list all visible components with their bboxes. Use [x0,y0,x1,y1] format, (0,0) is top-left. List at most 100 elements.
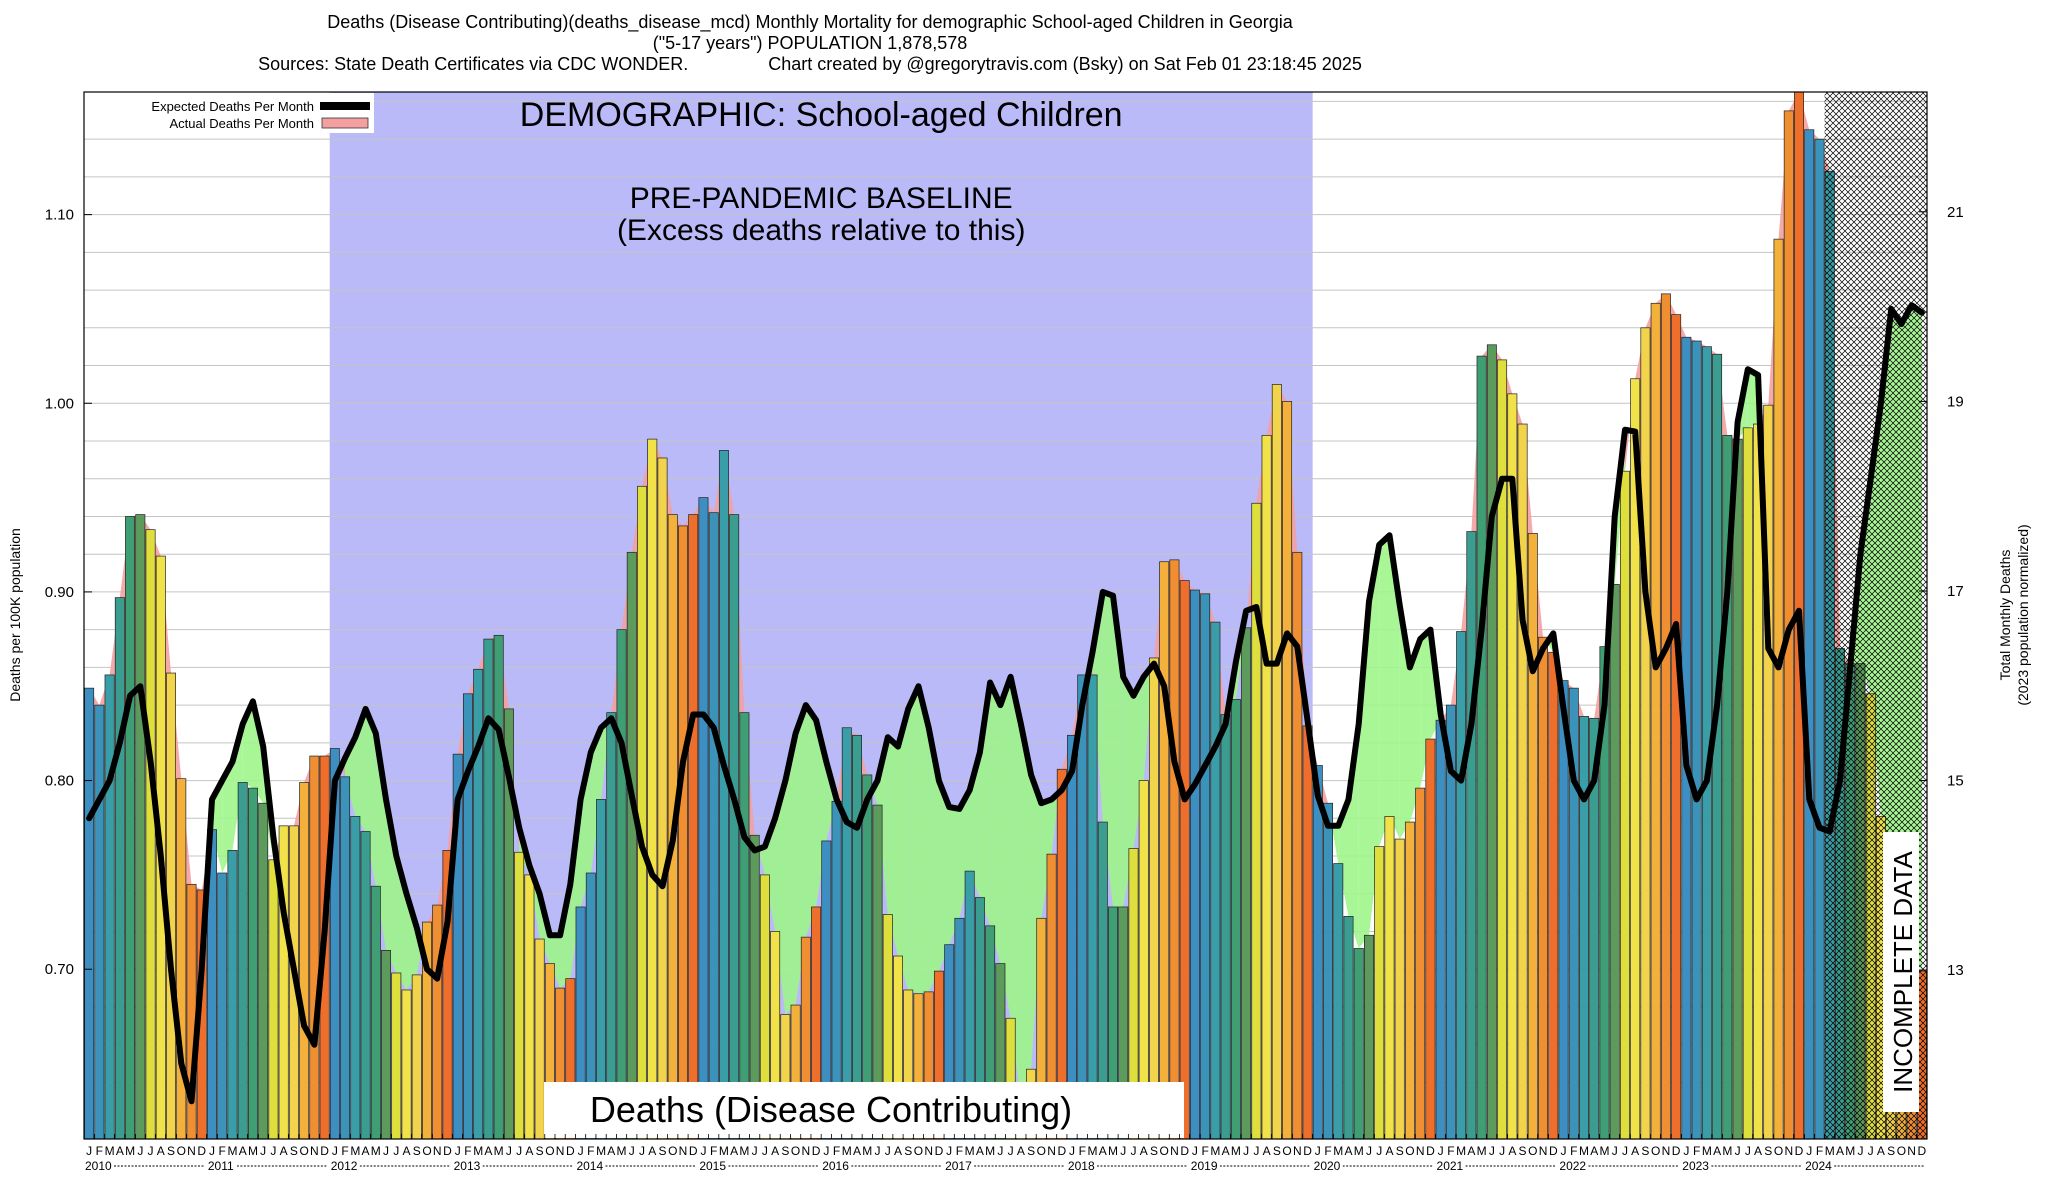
month-tick-label: M [1477,1144,1487,1158]
bar [1660,293,1671,1139]
month-tick-label: J [885,1144,891,1158]
year-label: 2011 [208,1159,234,1173]
expected-line [86,302,1925,1105]
bar [882,914,893,1139]
month-tick-label: J [629,1144,635,1158]
month-tick-label: J [762,1144,768,1158]
year-label: 2022 [1559,1159,1586,1173]
month-tick-label: M [985,1144,995,1158]
bar [483,638,494,1139]
bar [923,991,934,1139]
month-tick-label: A [484,1144,492,1158]
bar [1374,846,1385,1139]
bar [1148,657,1159,1139]
month-tick-label: S [781,1144,789,1158]
month-tick-label: O [1405,1144,1414,1158]
deficit-area [222,761,233,874]
demographic-label: DEMOGRAPHIC: School-aged Children [520,96,1123,134]
month-tick-label: M [1579,1144,1589,1158]
bar [145,529,156,1139]
bar [309,755,320,1139]
deficit-area [590,727,602,874]
deficit-area [1389,535,1400,840]
bar [422,921,432,1139]
month-tick-label: J [148,1144,154,1158]
month-tick-label: D [1180,1144,1189,1158]
month-tick-label: J [1243,1144,1249,1158]
month-tick-label: S [290,1144,298,1158]
bar [678,525,688,1139]
month-tick-label: F [1324,1144,1331,1158]
month-tick-label: M [350,1144,360,1158]
month-tick-label: M [1108,1144,1118,1158]
bar [176,778,187,1139]
month-tick-label: J [1499,1144,1505,1158]
bar [1456,631,1467,1139]
year-label-bg [1066,1159,1097,1173]
baseline-label-line-1: PRE-PANDEMIC BASELINE [630,182,1013,215]
month-tick-label: O [1160,1144,1169,1158]
month-tick-label: A [976,1144,984,1158]
deficit-area [938,780,950,972]
bar [759,874,770,1139]
deficit-area [949,806,960,945]
month-tick-label: D [566,1144,575,1158]
month-tick-label: M [125,1144,135,1158]
month-tick-label: J [516,1144,522,1158]
month-tick-label: A [1877,1144,1885,1158]
year-label-bg [575,1159,606,1173]
month-tick-label: M [1702,1144,1712,1158]
month-tick-label: M [1333,1144,1343,1158]
bar [340,776,351,1139]
month-tick-label: O [668,1144,677,1158]
bar [1343,916,1354,1139]
deficit-area [1338,799,1349,917]
y2-axis-label-line-2: (2023 population normalized) [2015,524,2031,705]
month-tick-label: F [1079,1144,1086,1158]
legend-actual-swatch [321,117,369,129]
month-tick-label: J [639,1144,645,1158]
bar [432,904,443,1139]
bar [1763,404,1774,1139]
deficit-area [549,935,561,989]
month-tick-label: O [1282,1144,1291,1158]
month-tick-label: J [700,1144,706,1158]
deficit-area [816,720,827,907]
deficit-area [805,705,817,938]
month-tick-label: A [1344,1144,1352,1158]
bar [1333,863,1344,1139]
bar [1599,646,1610,1139]
month-tick-label: A [1508,1144,1516,1158]
deficit-area [785,733,796,1015]
bar [1435,719,1446,1139]
year-label: 2024 [1805,1159,1832,1173]
bar [227,850,238,1139]
deficit-area [1031,774,1042,1070]
bar [1722,434,1733,1139]
month-tick-label: N [1293,1144,1302,1158]
bar [841,727,852,1139]
month-tick-label: J [1069,1144,1075,1158]
month-tick-label: N [1907,1144,1916,1158]
year-label-bg [1312,1159,1343,1173]
bar [442,850,453,1139]
bar [278,825,289,1139]
month-tick-label: A [1385,1144,1393,1158]
month-tick-label: N [1662,1144,1671,1158]
metric-label: Deaths (Disease Contributing) [590,1089,1072,1130]
month-tick-label: J [1489,1144,1495,1158]
month-tick-label: J [1376,1144,1382,1158]
month-tick-label: J [1192,1144,1198,1158]
bar [616,629,627,1139]
bar [370,885,381,1139]
bar [1384,816,1395,1139]
year-label-bg [452,1159,483,1173]
month-tick-label: A [1631,1144,1639,1158]
month-tick-label: N [1416,1144,1425,1158]
month-tick-label: D [1672,1144,1681,1158]
bar [1558,680,1569,1139]
bar [1476,355,1487,1139]
month-tick-label: A [362,1144,370,1158]
month-tick-label: A [1836,1144,1844,1158]
year-label: 2017 [945,1159,972,1173]
